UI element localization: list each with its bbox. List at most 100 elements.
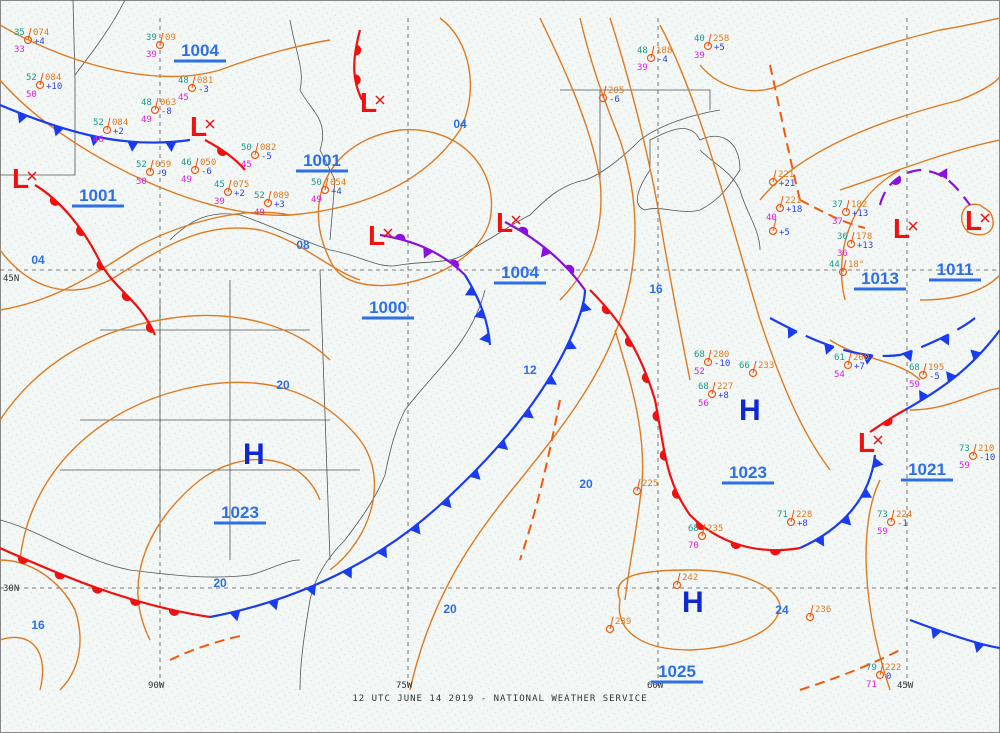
station-circle-icon xyxy=(768,226,778,236)
station-plot: 236 xyxy=(805,604,831,622)
station-pressure: 089 xyxy=(273,191,289,201)
front-semicircle-icon xyxy=(217,147,228,156)
station-tendency: +8 xyxy=(797,519,808,529)
station-tendency: +21 xyxy=(779,179,795,189)
warm-front xyxy=(589,289,801,556)
front-triangle-icon xyxy=(902,350,913,362)
station-pressure: 224 xyxy=(896,510,912,520)
station-dewpoint: 37 xyxy=(832,217,843,227)
lon-label-75w: 75W xyxy=(396,681,413,691)
isobar xyxy=(19,381,376,571)
station-pressure: 063 xyxy=(160,98,176,108)
front-semicircle-icon xyxy=(671,488,680,499)
station-pressure: 228 xyxy=(796,510,812,520)
station-pressure: 235 xyxy=(707,524,723,534)
station-pressure: 222 xyxy=(885,663,901,673)
station-pressure: 195 xyxy=(928,363,944,373)
wind-barb-icon xyxy=(845,199,850,213)
low-center-x-icon xyxy=(205,119,215,129)
wind-barb-icon xyxy=(227,179,232,193)
troughs xyxy=(169,64,901,691)
wind-barb-icon xyxy=(609,616,614,630)
front-triangle-icon xyxy=(545,374,557,385)
station-tendency: +10 xyxy=(46,82,62,92)
station-temp: 52 xyxy=(136,160,147,170)
station-temp: 39 xyxy=(146,33,157,43)
station-pressure: 227 xyxy=(717,382,733,392)
station-plots: 3533074+45250084+103939094845081-3484906… xyxy=(14,27,995,690)
station-tendency: +4 xyxy=(331,187,342,197)
central-pressure-labels: 1023 1023 1025 1004 1001 1001 1000 1004 1013 1011… xyxy=(72,41,981,684)
station-dewpoint: 39 xyxy=(637,63,648,73)
station-pressure: 205 xyxy=(608,86,624,96)
front-triangle-icon xyxy=(787,327,798,339)
station-tendency: -10 xyxy=(714,359,730,369)
low-symbol: L xyxy=(893,213,910,244)
station-tendency: +2 xyxy=(234,189,245,199)
station-dewpoint: 39 xyxy=(694,51,705,61)
station-circle-icon xyxy=(968,451,978,461)
front-triangle-icon xyxy=(973,641,985,654)
cold-front xyxy=(209,289,592,622)
warm-front xyxy=(34,184,157,336)
trough-line xyxy=(769,64,801,201)
station-pressure: 182 xyxy=(851,200,867,210)
station-plot: 225 xyxy=(632,478,658,496)
front-triangle-icon xyxy=(565,339,577,350)
station-circle-icon xyxy=(841,207,851,217)
isobar xyxy=(0,211,291,311)
low-symbol: L xyxy=(858,427,875,458)
station-circle-icon xyxy=(35,80,45,90)
station-tendency: -9 xyxy=(156,169,167,179)
station-pressure: 084 xyxy=(45,73,61,83)
front-semicircle-icon xyxy=(601,304,611,315)
station-circle-icon xyxy=(886,517,896,527)
isobars xyxy=(0,17,1000,691)
wind-barb-icon xyxy=(772,218,777,232)
front-semicircle-icon xyxy=(54,571,66,580)
station-tendency: 0 xyxy=(886,672,891,682)
isobar xyxy=(909,387,1000,411)
isobar xyxy=(699,17,1000,92)
station-dewpoint: 70 xyxy=(688,541,699,551)
front-triangle-icon xyxy=(268,599,279,611)
front-triangle-icon xyxy=(862,354,874,365)
wind-barb-icon xyxy=(809,604,814,618)
isobar xyxy=(919,274,1000,301)
isobar-value-label: 08 xyxy=(296,238,310,252)
station-pressure: 09 xyxy=(165,33,176,43)
map-caption: 12 UTC JUNE 14 2019 - NATIONAL WEATHER S… xyxy=(352,694,648,704)
station-pressure: 075 xyxy=(233,180,249,190)
central-pressure-label: 1001 xyxy=(79,186,117,205)
wind-barb-icon xyxy=(324,177,329,191)
station-pressure: 18° xyxy=(848,260,864,270)
wind-barb-icon xyxy=(27,27,32,41)
isobar xyxy=(317,128,493,287)
front-triangle-icon xyxy=(580,301,592,313)
front-triangle-icon xyxy=(496,439,509,451)
station-circle-icon xyxy=(707,389,717,399)
station-plot: 48 49 063-8 xyxy=(141,97,176,125)
land-boundaries xyxy=(0,0,761,691)
wind-barb-icon xyxy=(772,169,777,183)
wind-barb-icon xyxy=(636,478,641,492)
central-pressure-label: 1023 xyxy=(729,463,767,482)
station-circle-icon xyxy=(846,239,856,249)
station-pressure: 054 xyxy=(330,178,346,188)
station-circle-icon xyxy=(632,486,642,496)
high-symbol: H xyxy=(682,586,704,619)
isobar xyxy=(609,17,691,381)
station-dewpoint: 39 xyxy=(146,50,157,60)
station-temp: 35 xyxy=(14,28,25,38)
wind-barb-icon xyxy=(676,572,681,586)
fronts xyxy=(0,29,1000,654)
station-temp: 50 xyxy=(311,178,322,188)
station-pressure: 242 xyxy=(682,573,698,583)
station-circle-icon xyxy=(805,612,815,622)
front-semicircle-icon xyxy=(652,410,659,422)
station-plot: 71 228+8 xyxy=(777,509,812,529)
trough-line xyxy=(799,199,866,229)
wind-barb-icon xyxy=(191,75,196,89)
